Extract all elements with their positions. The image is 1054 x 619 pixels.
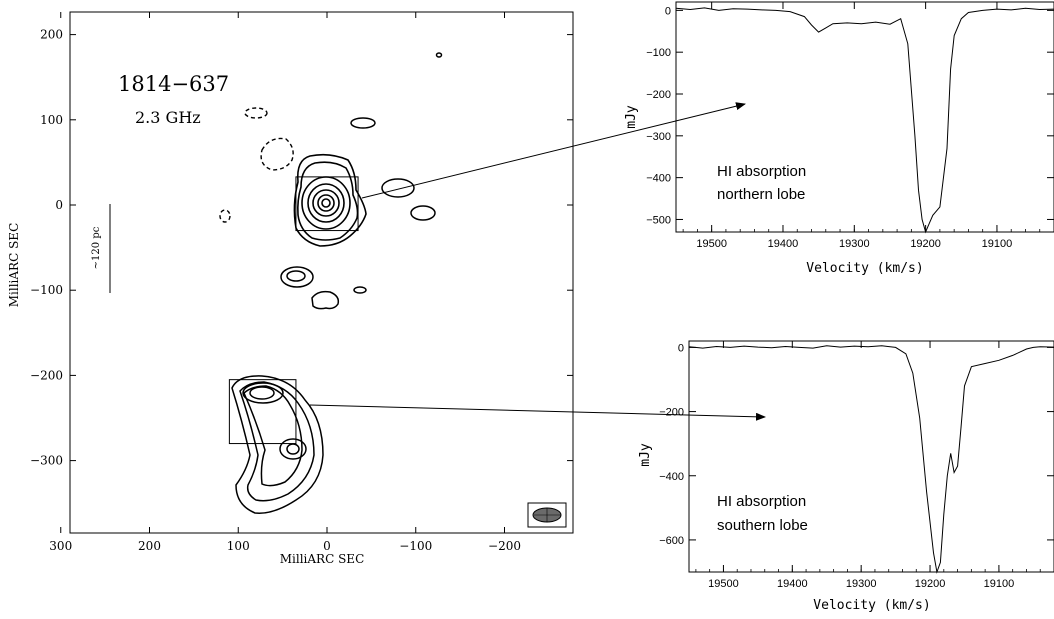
southern-x-tick-label: 19200 <box>915 578 946 590</box>
blob-s-1-inner <box>286 270 306 282</box>
northern-y-tick-label: −400 <box>646 173 671 185</box>
contour-level-7 <box>321 198 331 208</box>
southern-y-tick-label: −400 <box>659 471 684 483</box>
map-y-tick-label: 100 <box>40 113 63 127</box>
southern-contour-3 <box>243 385 303 487</box>
lobe-box <box>295 176 359 232</box>
contour-level-5 <box>312 189 340 217</box>
negative-contour-1 <box>244 107 268 119</box>
southern-annotation-line2: southern lobe <box>717 517 808 534</box>
southern-y-tick-label: −200 <box>659 407 684 419</box>
northern-annotation-line1: HI absorption <box>717 163 806 180</box>
northern-y-tick-label: −100 <box>646 47 671 59</box>
southern-x-axis-label: Velocity (km/s) <box>813 598 930 613</box>
northern-spectrum-frame <box>675 1 1054 233</box>
negative-contours <box>219 107 294 223</box>
map-y-tick-label: −100 <box>30 283 63 297</box>
map-x-tick-label: −100 <box>399 539 432 553</box>
northern-annotation-line2: northern lobe <box>717 186 805 203</box>
frequency-label: 2.3 GHz <box>135 108 201 127</box>
blob-far-ne <box>435 52 443 58</box>
southern-x-tick-label: 19400 <box>777 578 808 590</box>
beam-indicator <box>527 502 567 528</box>
blob-s-3 <box>353 286 367 294</box>
contour-level-1 <box>293 153 367 247</box>
southern-x-tick-label: 19300 <box>846 578 877 590</box>
northern-x-tick-label: 19300 <box>839 238 870 250</box>
negative-contour-3 <box>219 209 231 223</box>
map-x-tick-label: 200 <box>138 539 161 553</box>
northern-y-tick-label: −200 <box>646 89 671 101</box>
southern-lobe-contours <box>231 375 324 514</box>
northern-x-tick-label: 19200 <box>910 238 941 250</box>
southern-contour-4 <box>242 382 284 404</box>
northern-spectrum-ticks: 19500 19400 19300 19200 19100 0 −100 −200 −300 −4… <box>646 2 1054 250</box>
southern-y-tick-label: 0 <box>678 342 684 354</box>
map-x-tick-label: 0 <box>323 539 331 553</box>
minor-components <box>280 52 443 310</box>
map-x-axis-label: MilliARC SEC <box>280 552 365 566</box>
scale-bar-label: ~120 pc <box>91 226 102 269</box>
blob-s-2 <box>311 290 340 310</box>
northern-y-tick-label: −300 <box>646 131 671 143</box>
map-frame <box>69 11 574 534</box>
map-y-tick-label: 200 <box>40 28 63 42</box>
blob-e-1 <box>381 178 415 198</box>
map-x-ticks: 300 200 100 0 −100 −200 <box>49 12 521 553</box>
northern-spectrum-line <box>675 7 1054 234</box>
negative-contour-2 <box>260 137 294 171</box>
northern-y-axis-label: mJy <box>624 105 639 129</box>
contour-level-4 <box>307 183 345 223</box>
map-y-tick-label: −200 <box>30 368 63 382</box>
lobe-box <box>228 379 297 445</box>
southern-spectrum-line <box>688 345 1054 574</box>
blob-s-1-outer <box>280 266 314 288</box>
southern-x-tick-label: 19100 <box>984 578 1015 590</box>
map-x-tick-label: 100 <box>227 539 250 553</box>
scale-bar: ~120 pc <box>91 204 111 293</box>
southern-spectrum-panel: 19500 19400 19300 19200 19100 0 −200 −400 −600 H… <box>638 340 1054 613</box>
southern-y-axis-label: mJy <box>638 443 653 467</box>
southern-annotation-line1: HI absorption <box>717 493 806 510</box>
northern-y-tick-label: −500 <box>646 214 671 226</box>
beam-box <box>527 502 567 528</box>
northern-x-tick-label: 19500 <box>696 238 727 250</box>
contour-level-2 <box>297 161 359 241</box>
southern-y-tick-label: −600 <box>659 535 684 547</box>
map-y-axis-label: MilliARC SEC <box>7 223 21 308</box>
map-boxes <box>228 176 359 445</box>
contour-level-6 <box>317 194 335 212</box>
map-x-tick-label: 300 <box>49 539 72 553</box>
map-y-ticks: 200 100 0 −100 −200 −300 <box>30 28 573 468</box>
map-x-tick-label: −200 <box>488 539 521 553</box>
arrow-to-northern-spectrum <box>361 102 746 199</box>
map-y-tick-label: 0 <box>55 198 63 212</box>
northern-x-tick-label: 19400 <box>768 238 799 250</box>
southern-contour-6 <box>279 438 307 460</box>
southern-spectrum-ticks: 19500 19400 19300 19200 19100 0 −200 −400 −600 <box>659 341 1054 590</box>
southern-spectrum-frame <box>688 340 1054 573</box>
southern-x-tick-label: 19500 <box>708 578 739 590</box>
radio-map-panel: 300 200 100 0 −100 −200 200 100 0 −100 −200 −300 1… <box>7 11 574 566</box>
blob-e-2 <box>410 205 436 221</box>
southern-contour-5 <box>249 386 275 400</box>
northern-x-tick-label: 19100 <box>982 238 1013 250</box>
map-y-tick-label: −300 <box>30 454 63 468</box>
northern-spectrum-panel: 19500 19400 19300 19200 19100 0 −100 −200 −300 −4… <box>624 1 1054 276</box>
northern-x-axis-label: Velocity (km/s) <box>806 261 923 276</box>
source-label: 1814−637 <box>118 72 229 96</box>
northern-y-tick-label: 0 <box>665 5 671 17</box>
blob-ne-1 <box>350 117 376 129</box>
northern-core-contours <box>293 153 367 247</box>
